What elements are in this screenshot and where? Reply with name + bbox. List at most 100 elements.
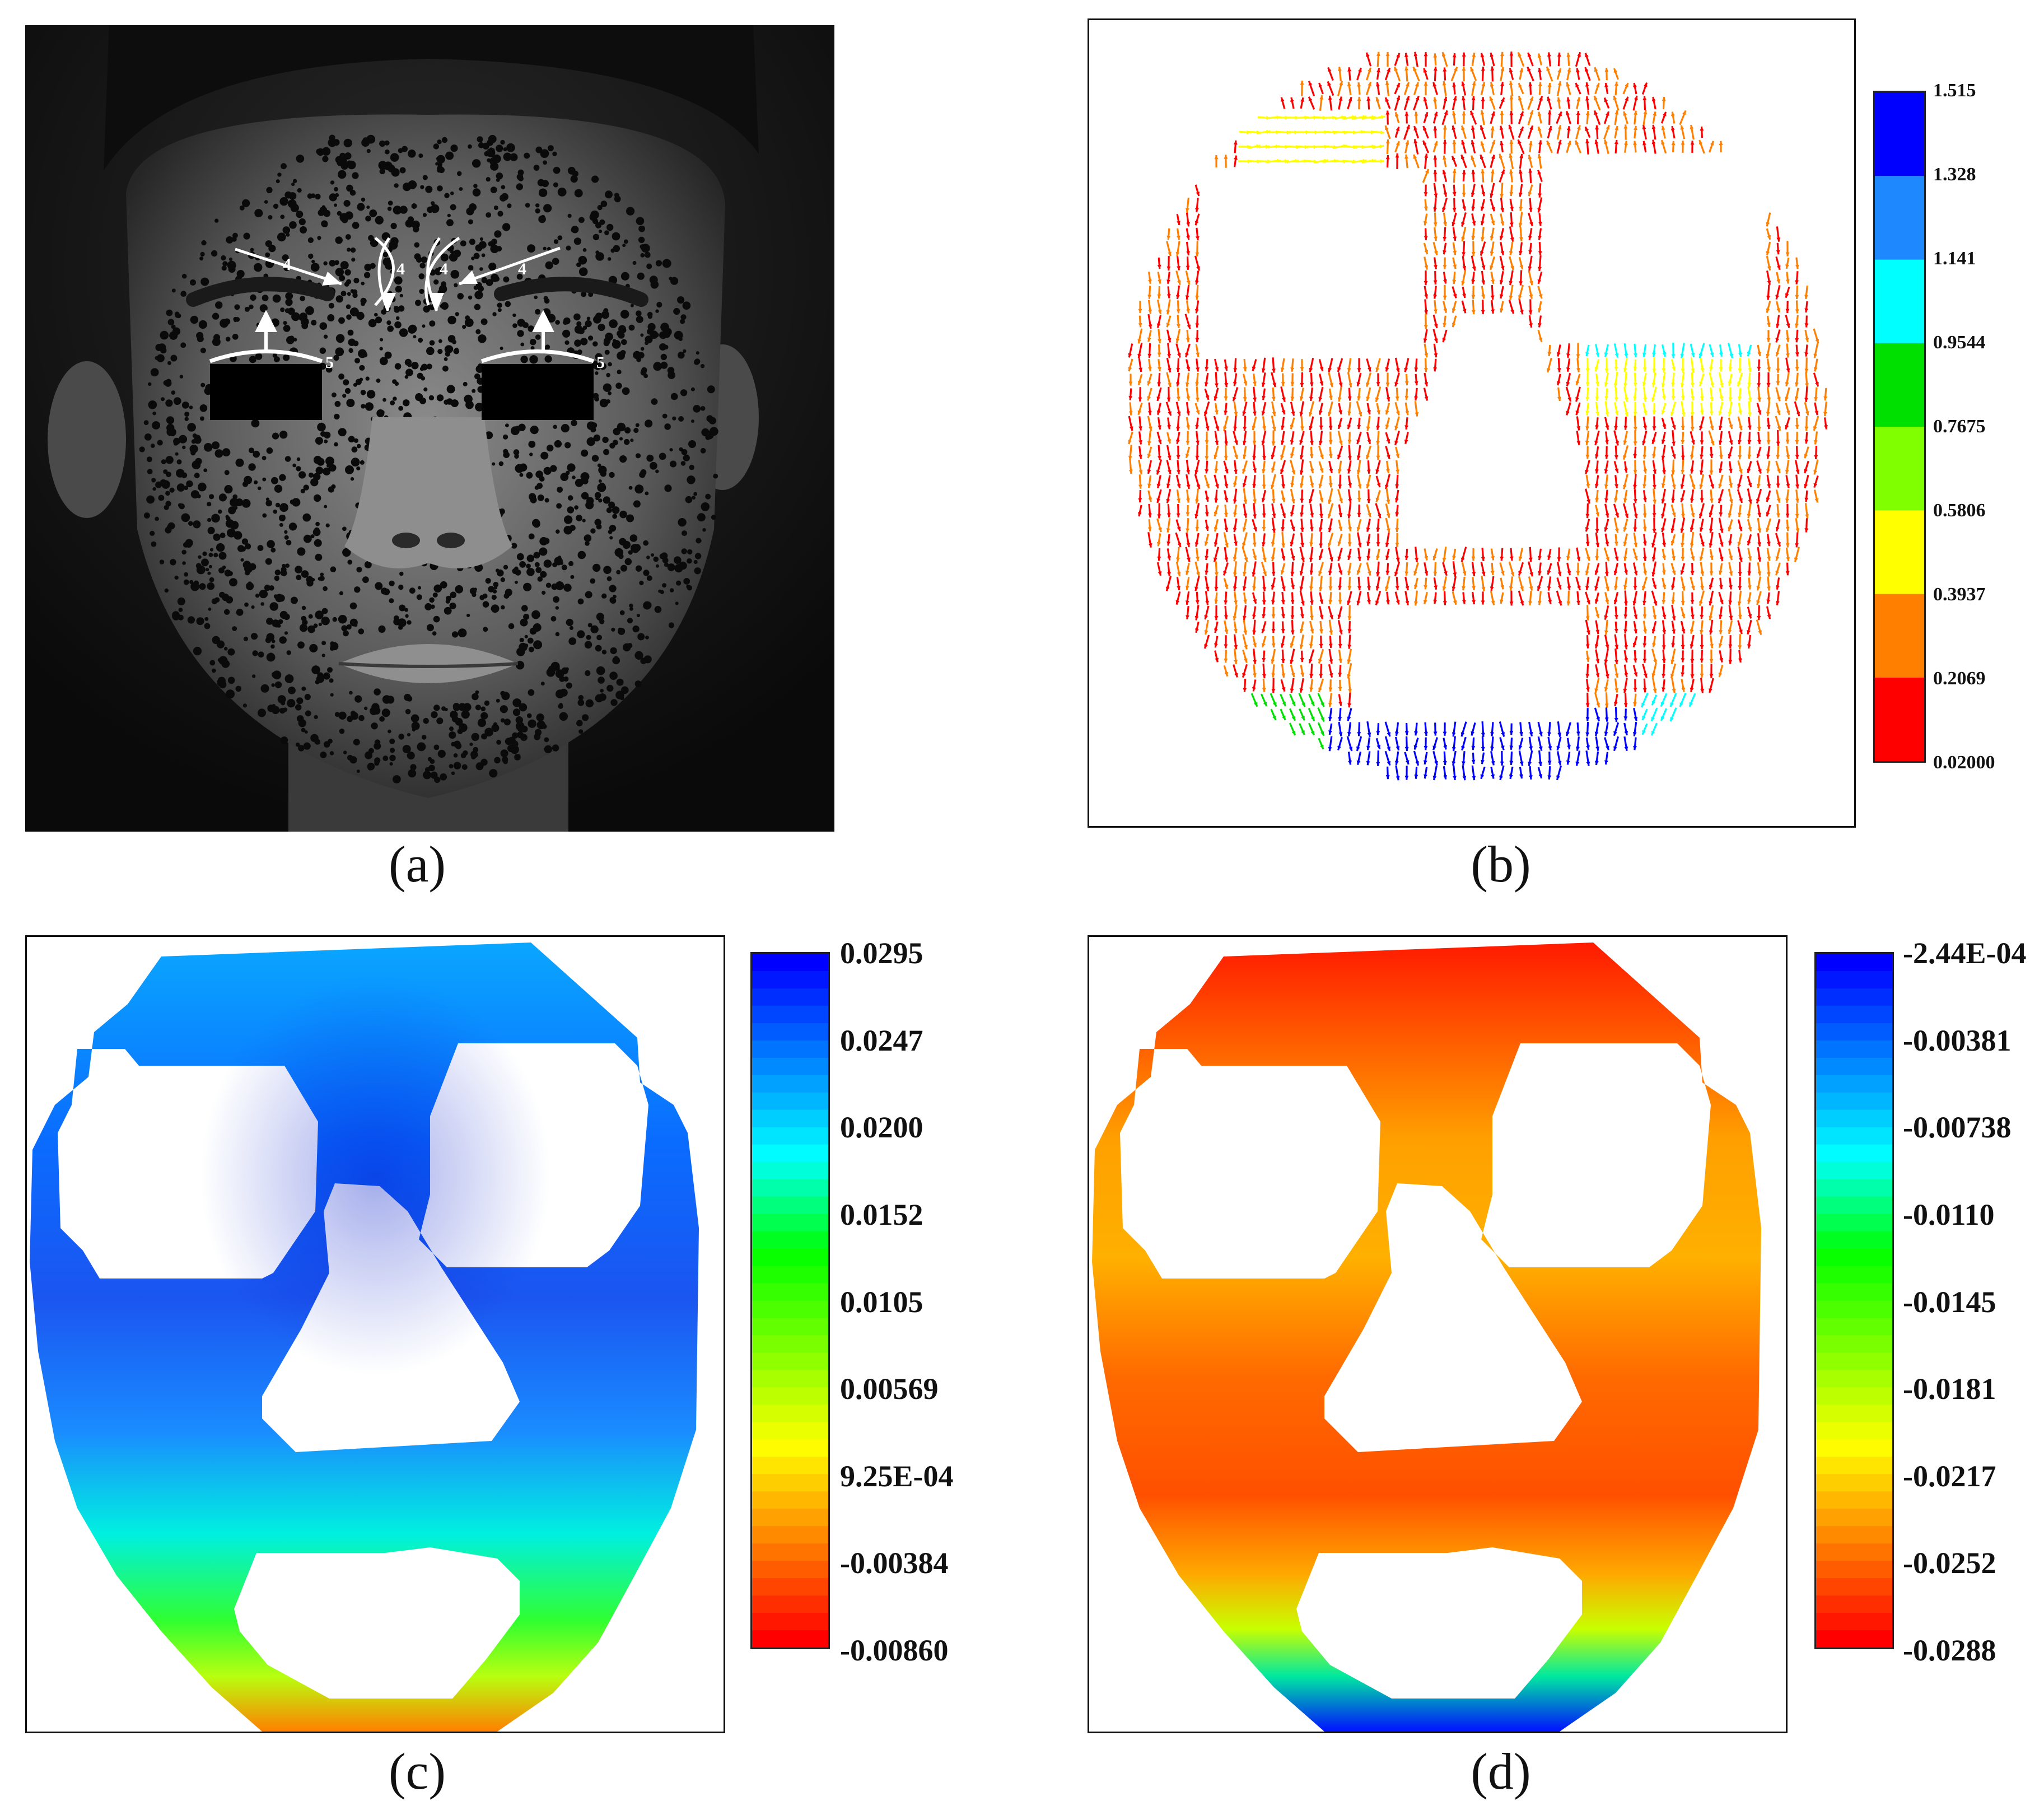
vector-arrow-head (1329, 673, 1333, 678)
vector-arrow-head (1480, 53, 1485, 58)
vector-arrow-head (1356, 455, 1361, 460)
vector-arrow-head (1719, 396, 1724, 401)
vector-arrow-head (1642, 527, 1647, 531)
vector-arrow-head (1643, 541, 1647, 546)
vector-arrow-head (1310, 469, 1314, 473)
vector-arrow-head (1795, 543, 1799, 548)
vector-arrow-head (1767, 542, 1771, 546)
vector-arrow-head (1433, 731, 1438, 736)
vector-arrow-head (1176, 309, 1180, 314)
vector-arrow-head (1318, 397, 1323, 402)
vector-arrow-head (1614, 645, 1619, 650)
cbar-c-svg-band (752, 1457, 828, 1475)
vector-arrow-head (1595, 529, 1599, 533)
vector-arrow-head (1224, 441, 1228, 446)
vector-arrow-head (1366, 52, 1370, 57)
vector-arrow-head (1518, 571, 1522, 576)
vector-arrow-head (1691, 440, 1695, 445)
vector-arrow-head (1500, 52, 1504, 57)
vector-arrow-head (1357, 368, 1361, 372)
vector-arrow-head (1577, 125, 1581, 130)
vector-arrow-head (1585, 586, 1589, 590)
vector-arrow-head (1166, 266, 1171, 270)
vector-arrow-head (1442, 207, 1446, 212)
vector-arrow-head (1357, 543, 1362, 548)
vector-arrow-head (1584, 67, 1589, 72)
vector-arrow-head (1528, 250, 1533, 255)
cbar-c-svg-band (752, 1352, 828, 1371)
vector-arrow-head (1319, 615, 1324, 619)
vector-arrow-head (1472, 776, 1476, 781)
vector-arrow-head (1614, 353, 1619, 358)
vector-arrow-head (1225, 543, 1229, 548)
vector-arrow-head (1158, 440, 1162, 444)
vector-arrow-head (1556, 352, 1561, 357)
vector-arrow-head (1795, 424, 1799, 429)
vector-arrow-head (1624, 746, 1628, 751)
vector-arrow-head (1281, 527, 1285, 531)
vector-arrow-head (1262, 688, 1266, 692)
vector-arrow-head (1747, 412, 1752, 417)
vector-arrow-head (1347, 542, 1352, 547)
vector-arrow-head (1766, 469, 1770, 474)
vector-arrow-head (1633, 745, 1637, 750)
cbar-c-svg-band (752, 1543, 828, 1562)
vector-arrow-head (1509, 68, 1513, 73)
vector-arrow-head (1709, 585, 1713, 590)
vector-arrow-head (1681, 396, 1685, 400)
vector-arrow-head (1672, 556, 1676, 561)
vector-arrow-head (1471, 207, 1476, 211)
vector-arrow-head (1252, 484, 1257, 488)
vector-arrow-head (1604, 527, 1608, 532)
vector-arrow-head (1376, 441, 1380, 445)
vector-arrow-head (1519, 207, 1523, 211)
vector-arrow-head (1520, 586, 1524, 591)
vector-arrow-head (1557, 368, 1561, 372)
vector-arrow-head (1395, 586, 1399, 590)
vector-arrow-head (1272, 412, 1276, 416)
vector-arrow-head (1357, 586, 1361, 591)
vector-arrow-head (1318, 527, 1323, 532)
vector-arrow-head (1376, 455, 1380, 460)
cbar-d-svg-band (1816, 971, 1892, 989)
vector-arrow-head (1537, 279, 1542, 284)
vector-arrow-head (1424, 325, 1428, 329)
vector-arrow-head (1633, 454, 1637, 459)
vector-arrow-head (1272, 715, 1276, 720)
vector-arrow-head (1442, 81, 1446, 86)
vector-arrow-head (1623, 426, 1628, 430)
vector-arrow-head (1738, 572, 1742, 576)
vector-arrow-head (1157, 294, 1161, 298)
vector-arrow-head (1244, 557, 1248, 562)
vector-arrow-head (1767, 614, 1771, 619)
vector-arrow-head (1585, 469, 1589, 474)
vector-arrow-head (1738, 645, 1742, 650)
vector-arrow-head (1518, 556, 1523, 561)
vector-arrow-head (1300, 426, 1304, 431)
cbar-d-svg-band (1816, 1543, 1892, 1562)
vector-arrow-head (1414, 396, 1418, 401)
vector-arrow-head (1672, 512, 1676, 517)
vector-arrow-head (1337, 556, 1342, 561)
vector-arrow-head (1462, 52, 1466, 57)
vector-arrow-head (1767, 235, 1771, 240)
vector-arrow-head (1470, 67, 1474, 72)
vector-arrow-head (1719, 468, 1723, 473)
vector-arrow-head (1357, 732, 1361, 736)
vector-arrow-head (1396, 600, 1400, 605)
vector-arrow-head (1813, 353, 1818, 358)
vector-arrow-head (1776, 381, 1780, 386)
vector-arrow-head (1633, 427, 1637, 431)
vector-arrow-head (1719, 528, 1724, 533)
vector-arrow-head (1471, 252, 1476, 256)
vector-arrow-head (1282, 701, 1286, 706)
vector-arrow-head (1462, 586, 1466, 591)
vector-arrow-head (1671, 396, 1676, 400)
vector-arrow-head (1166, 323, 1170, 328)
vector-arrow-head (1624, 468, 1628, 473)
vector-arrow-head (1385, 52, 1390, 57)
vector-arrow-head (1434, 585, 1438, 590)
vector-arrow-head (1282, 715, 1286, 720)
vector-arrow-head (1405, 601, 1410, 605)
vector-arrow-head (1347, 600, 1351, 605)
